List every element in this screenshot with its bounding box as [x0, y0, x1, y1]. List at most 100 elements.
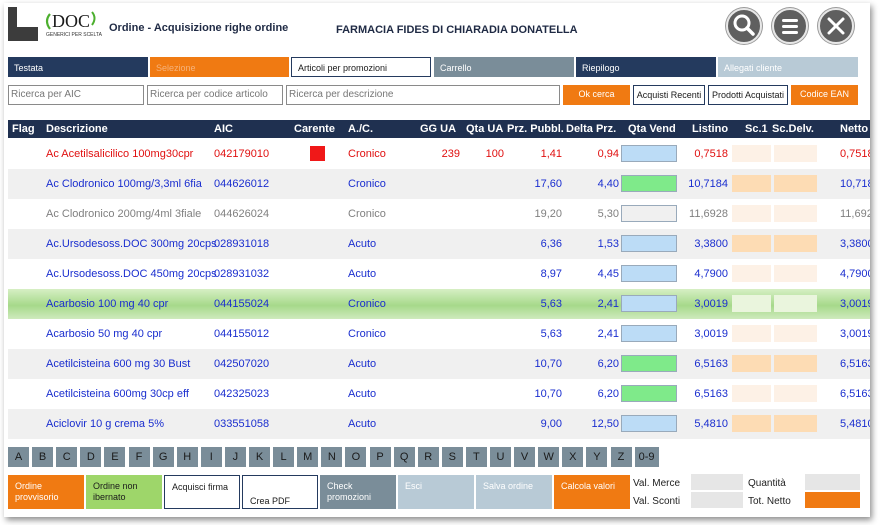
letter-filter-0-9[interactable]: 0-9: [634, 447, 659, 467]
letter-filter-k[interactable]: K: [249, 447, 270, 467]
acquisci-firma-button[interactable]: Acquisci firma: [164, 475, 240, 509]
letter-filter-p[interactable]: P: [369, 447, 391, 467]
ordine-provvisorio-button[interactable]: Ordine provvisorio: [8, 475, 84, 509]
row-qta-vend-input[interactable]: [621, 205, 677, 222]
col-ac: A./C.: [348, 123, 374, 135]
row-qta-vend-input[interactable]: [621, 415, 677, 432]
row-sc-delv-input[interactable]: [774, 235, 817, 252]
menu-button[interactable]: [772, 8, 808, 44]
row-qta-vend-input[interactable]: [621, 295, 677, 312]
letter-filter-n[interactable]: N: [321, 447, 343, 467]
esci-button[interactable]: Esci: [398, 475, 474, 509]
letter-filter-o[interactable]: O: [345, 447, 367, 467]
letter-filter-y[interactable]: Y: [586, 447, 608, 467]
row-sc1-input[interactable]: [732, 355, 771, 372]
row-sc1-input[interactable]: [732, 325, 771, 342]
row-sc1-input[interactable]: [732, 265, 771, 282]
tab-selezione[interactable]: Selezione: [150, 57, 289, 77]
search-aic-placeholder: Ricerca per AIC: [11, 89, 82, 100]
table-row[interactable]: Acetilcisteina 600mg 30cp eff 042325023 Ac…: [8, 379, 870, 409]
row-sc-delv-input[interactable]: [774, 175, 817, 192]
row-qta-vend-input[interactable]: [621, 175, 677, 192]
letter-filter-d[interactable]: D: [80, 447, 102, 467]
close-button[interactable]: [818, 8, 854, 44]
purchased-products-button[interactable]: Prodotti Acquistati: [708, 85, 788, 105]
letter-filter-f[interactable]: F: [128, 447, 150, 467]
tab-riepilogo[interactable]: Riepilogo: [576, 57, 716, 77]
search-code-input[interactable]: Ricerca per codice articolo: [147, 85, 283, 105]
ok-search-button[interactable]: Ok cerca: [563, 85, 630, 105]
table-row[interactable]: Ac.Ursodesoss.DOC 450mg 20cps 028931032 Ac…: [8, 259, 870, 289]
row-sc1-input[interactable]: [732, 235, 771, 252]
row-sc1-input[interactable]: [732, 175, 771, 192]
table-row[interactable]: Ac Clodronico 100mg/3,3ml 6fia 044626012 C…: [8, 169, 870, 199]
row-sc-delv-input[interactable]: [774, 205, 817, 222]
letter-filter-b[interactable]: B: [32, 447, 54, 467]
row-qta-vend-input[interactable]: [621, 355, 677, 372]
table-row[interactable]: Acetilcisteina 600 mg 30 Bust 042507020 Ac…: [8, 349, 870, 379]
row-description: Ac Acetilsalicilico 100mg30cpr: [46, 148, 194, 160]
search-button[interactable]: [726, 8, 762, 44]
table-row[interactable]: Ac.Ursodesoss.DOC 300mg 20cps 028931018 Ac…: [8, 229, 870, 259]
row-listino: 10,7184: [688, 178, 728, 190]
row-qta-vend-input[interactable]: [621, 325, 677, 342]
tab-articoli-promozioni[interactable]: Articoli per promozioni: [291, 57, 431, 77]
row-qta-vend-input[interactable]: [621, 145, 677, 162]
letter-filter-q[interactable]: Q: [393, 447, 415, 467]
page-title: Ordine - Acquisizione righe ordine: [109, 22, 289, 34]
recent-purchases-button[interactable]: Acquisti Recenti: [633, 85, 705, 105]
row-sc-delv-input[interactable]: [774, 145, 817, 162]
row-qta-vend-input[interactable]: [621, 265, 677, 282]
row-sc-delv-input[interactable]: [774, 325, 817, 342]
row-qta-vend-input[interactable]: [621, 385, 677, 402]
letter-filter-w[interactable]: W: [538, 447, 560, 467]
search-aic-input[interactable]: Ricerca per AIC: [8, 85, 144, 105]
tab-testata[interactable]: Testata: [8, 57, 148, 77]
table-row[interactable]: Ac Acetilsalicilico 100mg30cpr 042179010 C…: [8, 139, 870, 169]
letter-filter-i[interactable]: I: [200, 447, 222, 467]
letter-filter-l[interactable]: L: [273, 447, 295, 467]
letter-filter-a[interactable]: A: [8, 447, 29, 467]
letter-filter-c[interactable]: C: [56, 447, 78, 467]
ean-code-button[interactable]: Codice EAN: [791, 85, 858, 105]
row-sc-delv-input[interactable]: [774, 385, 817, 402]
letter-filter-u[interactable]: U: [490, 447, 511, 467]
letter-filter-t[interactable]: T: [465, 447, 487, 467]
letter-filter-s[interactable]: S: [441, 447, 463, 467]
letter-filter-r[interactable]: R: [417, 447, 439, 467]
letter-filter-g[interactable]: G: [152, 447, 174, 467]
hamburger-icon: [782, 19, 798, 34]
table-header: Flag Descrizione AIC Carente A./C. GG UA…: [8, 120, 870, 138]
crea-pdf-button[interactable]: Crea PDF: [242, 475, 318, 509]
val-sconti-label: Val. Sconti: [633, 496, 681, 507]
letter-filter-e[interactable]: E: [104, 447, 126, 467]
row-sc1-input[interactable]: [732, 145, 771, 162]
row-sc-delv-input[interactable]: [774, 355, 817, 372]
row-sc1-input[interactable]: [732, 385, 771, 402]
table-row[interactable]: Acarbosio 100 mg 40 cpr 044155024 Cronico 5…: [8, 289, 870, 319]
tab-carrello[interactable]: Carrello: [434, 57, 574, 77]
table-row[interactable]: Ac Clodronico 200mg/4ml 3fiale 044626024 C…: [8, 199, 870, 229]
letter-filter-m[interactable]: M: [297, 447, 319, 467]
row-qta-vend-input[interactable]: [621, 235, 677, 252]
row-sc1-input[interactable]: [732, 415, 771, 432]
table-row[interactable]: Acarbosio 50 mg 40 cpr 044155012 Cronico 5,…: [8, 319, 870, 349]
letter-filter-v[interactable]: V: [514, 447, 536, 467]
table-row[interactable]: Aciclovir 10 g crema 5% 033551058 Acuto 9,0…: [8, 409, 870, 439]
row-sc-delv-input[interactable]: [774, 265, 817, 282]
letter-filter-h[interactable]: H: [176, 447, 198, 467]
row-netto: 3,0019: [840, 298, 870, 310]
tab-allegati-cliente[interactable]: Allegati cliente: [718, 57, 858, 77]
row-sc-delv-input[interactable]: [774, 295, 817, 312]
ordine-non-ibernato-button[interactable]: Ordine non ibernato: [86, 475, 162, 509]
letter-filter-z[interactable]: Z: [610, 447, 632, 467]
letter-filter-x[interactable]: X: [562, 447, 584, 467]
salva-ordine-button[interactable]: Salva ordine: [476, 475, 552, 509]
search-description-input[interactable]: Ricerca per descrizione: [286, 85, 560, 105]
row-sc1-input[interactable]: [732, 295, 771, 312]
calcola-valori-button[interactable]: Calcola valori: [554, 475, 630, 509]
row-sc-delv-input[interactable]: [774, 415, 817, 432]
row-sc1-input[interactable]: [732, 205, 771, 222]
check-promozioni-button[interactable]: Check promozioni: [320, 475, 396, 509]
letter-filter-j[interactable]: J: [224, 447, 246, 467]
